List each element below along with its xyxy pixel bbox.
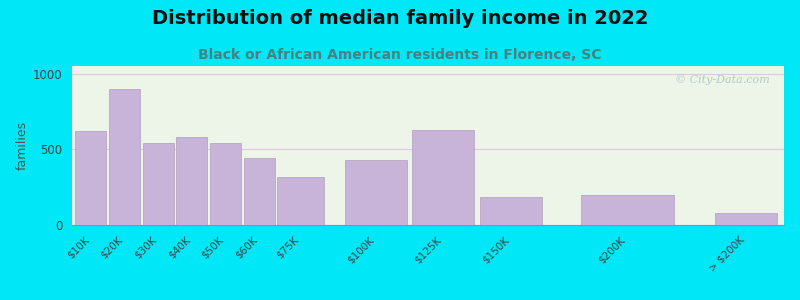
- Bar: [109, 89, 140, 225]
- Bar: [244, 158, 274, 225]
- Text: © City-Data.com: © City-Data.com: [675, 74, 770, 85]
- Bar: [210, 143, 241, 225]
- Bar: [715, 213, 778, 225]
- Bar: [412, 130, 474, 225]
- Bar: [75, 131, 106, 225]
- Y-axis label: families: families: [15, 121, 29, 170]
- Bar: [278, 177, 324, 225]
- Bar: [479, 197, 542, 225]
- Bar: [581, 196, 674, 225]
- Bar: [345, 160, 406, 225]
- Text: Distribution of median family income in 2022: Distribution of median family income in …: [152, 9, 648, 28]
- Bar: [142, 143, 174, 225]
- Bar: [177, 137, 207, 225]
- Text: Black or African American residents in Florence, SC: Black or African American residents in F…: [198, 48, 602, 62]
